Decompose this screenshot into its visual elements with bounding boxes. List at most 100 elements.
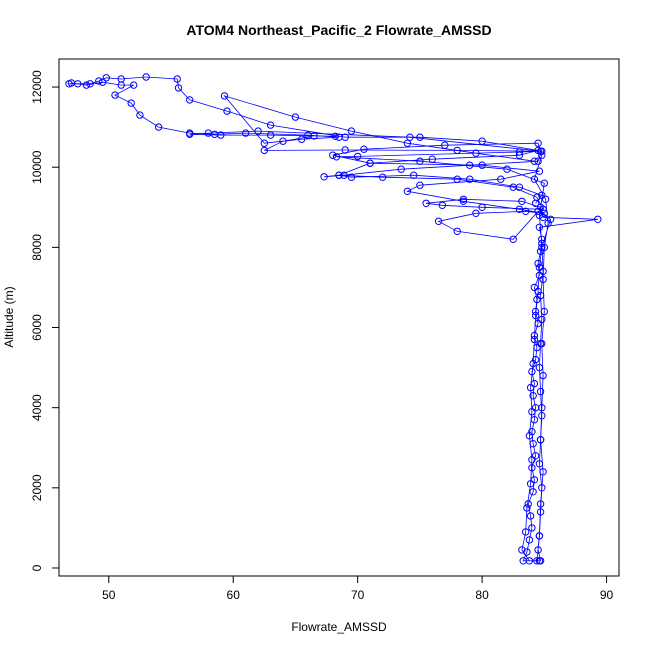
data-point (536, 387, 545, 396)
data-point (538, 315, 546, 324)
data-point (466, 175, 474, 183)
data-point (186, 96, 194, 104)
data-point (546, 215, 555, 224)
data-point (82, 81, 91, 89)
data-point (528, 456, 536, 464)
data-point (210, 130, 219, 139)
data-point (540, 209, 548, 218)
data-point (378, 173, 387, 181)
data-point (530, 175, 539, 183)
data-point (410, 171, 418, 179)
data-point (142, 73, 150, 81)
data-point (540, 179, 548, 187)
y-axis-label: Altitude (m) (2, 286, 16, 347)
data-point (266, 131, 275, 139)
data-point (538, 235, 546, 244)
data-point (127, 99, 135, 107)
data-point (403, 187, 412, 196)
data-point (528, 408, 536, 416)
data-point (266, 121, 275, 129)
data-point (434, 217, 443, 226)
plot-frame (58, 58, 620, 577)
data-point (422, 199, 430, 208)
data-point (525, 536, 534, 544)
data-point (254, 127, 262, 135)
data-point (130, 81, 138, 89)
data-point (531, 199, 540, 208)
data-point (525, 557, 534, 565)
data-point (242, 129, 250, 137)
data-point (354, 152, 362, 161)
y-tick-label: 2000 (30, 474, 44, 501)
data-point (403, 139, 412, 147)
data-point (111, 91, 119, 99)
x-tick-label: 90 (600, 588, 614, 602)
x-tick-label: 50 (102, 588, 116, 602)
data-point (530, 157, 539, 165)
data-point (536, 203, 545, 212)
x-axis: 50 60 70 80 90 (102, 576, 614, 602)
data-point (260, 139, 268, 147)
data-point (366, 159, 374, 167)
data-point (459, 195, 468, 204)
data-point (539, 468, 547, 476)
data-point (536, 500, 545, 508)
data-point (438, 201, 446, 210)
data-point (347, 127, 356, 135)
data-point (529, 392, 537, 400)
y-axis: 0 2000 4000 6000 8000 10000 12000 (30, 70, 59, 571)
data-point (478, 137, 486, 145)
data-point (594, 215, 602, 224)
data-point (117, 81, 125, 89)
data-point (529, 359, 537, 368)
data-point (416, 181, 424, 189)
data-point (526, 480, 535, 488)
data-point (526, 512, 535, 520)
data-point (530, 335, 539, 344)
data-point (223, 107, 231, 115)
data-point (515, 183, 524, 191)
data-point (503, 165, 511, 173)
data-point (298, 135, 306, 143)
data-point (173, 75, 181, 83)
x-tick-label: 80 (475, 588, 489, 602)
data-point (320, 173, 328, 181)
data-point (536, 436, 545, 444)
y-tick-label: 0 (30, 564, 44, 571)
data-point (538, 243, 546, 252)
flight-series-4 (67, 78, 539, 165)
data-point (453, 227, 461, 236)
data-point (534, 146, 542, 155)
data-point (541, 195, 550, 204)
data-point (518, 546, 526, 554)
data-point (534, 287, 542, 296)
data-point (360, 145, 368, 153)
data-point (397, 165, 405, 173)
data-point (525, 432, 534, 440)
data-point (428, 155, 436, 163)
data-point (472, 209, 480, 218)
data-point (540, 243, 548, 252)
data-point (478, 161, 486, 169)
data-point (329, 151, 337, 159)
data-point (534, 157, 542, 165)
data-point (509, 235, 517, 244)
data-point (347, 173, 356, 181)
x-tick-label: 70 (351, 588, 365, 602)
chart-title: ATOM4 Northeast_Pacific_2 Flowrate_AMSSD (186, 22, 491, 38)
data-point (67, 79, 76, 87)
data-point (304, 131, 312, 139)
flight-series-2 (329, 139, 555, 565)
y-tick-label: 6000 (30, 314, 44, 341)
data-point (536, 557, 545, 565)
data-point (472, 149, 480, 157)
flight-series-3 (65, 73, 546, 208)
data-point (535, 263, 544, 272)
data-point (220, 92, 229, 100)
data-point (535, 532, 544, 540)
data-point (535, 223, 544, 232)
y-tick-label: 4000 (30, 394, 44, 421)
data-point (416, 133, 424, 141)
data-point (186, 129, 194, 137)
